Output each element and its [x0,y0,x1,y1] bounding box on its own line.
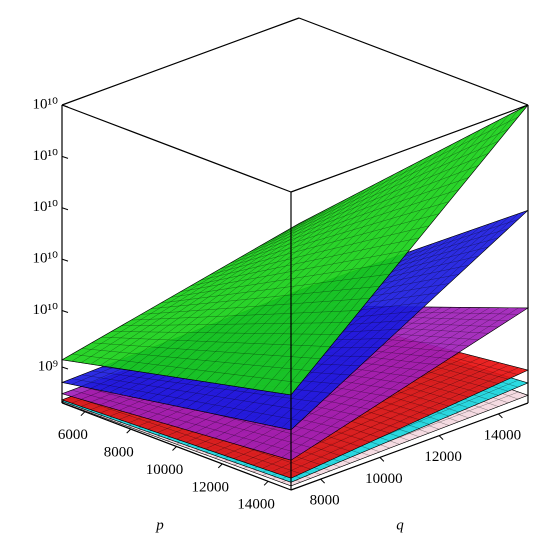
z-tick-label: 10¹⁰ [32,199,58,215]
z-tick-label: 10¹⁰ [32,148,58,164]
y-tick [438,435,444,440]
x-tick [217,463,223,469]
z-tick [61,258,69,262]
y-tick [320,478,325,484]
z-tick-label: 10¹⁰ [32,96,58,112]
z-tick [61,155,69,159]
x-tick [80,411,86,417]
x-axis-label: p [155,517,164,533]
x-tick-label: 14000 [237,497,275,513]
y-axis-label: q [396,517,404,533]
bounding-box [61,17,529,491]
y-tick-label: 8000 [310,493,340,509]
y-tick [498,413,503,419]
y-tick-label: 12000 [424,449,462,465]
z-tick [61,366,69,370]
x-tick-label: 12000 [192,479,230,495]
box-edge [298,17,529,106]
x-tick [172,446,177,451]
z-tick [61,104,69,108]
labels: 10⁹ 10¹⁰ 10¹⁰ 10¹⁰ 10¹⁰ 10¹⁰ 6000 8000 10000 1200… [32,96,521,512]
z-tick-label: 10⁹ [38,358,58,374]
x-tick-label: 10000 [146,462,184,478]
box-edge [61,104,292,193]
z-tick [61,310,69,313]
z-tick-label: 10¹⁰ [32,251,58,267]
box-edge [290,104,529,193]
surfaces [60,104,530,487]
box-edge [61,17,300,106]
x-tick-label: 8000 [104,445,134,461]
z-tick [61,207,69,211]
x-tick [126,428,132,434]
x-tick [263,480,269,486]
surface-mesh [61,104,529,396]
box-edge [290,402,529,491]
y-tick-label: 10000 [365,471,403,487]
y-tick-label: 14000 [484,427,522,443]
y-tick [379,457,385,462]
z-tick-label: 10¹⁰ [32,302,58,318]
x-tick-label: 6000 [58,427,88,443]
